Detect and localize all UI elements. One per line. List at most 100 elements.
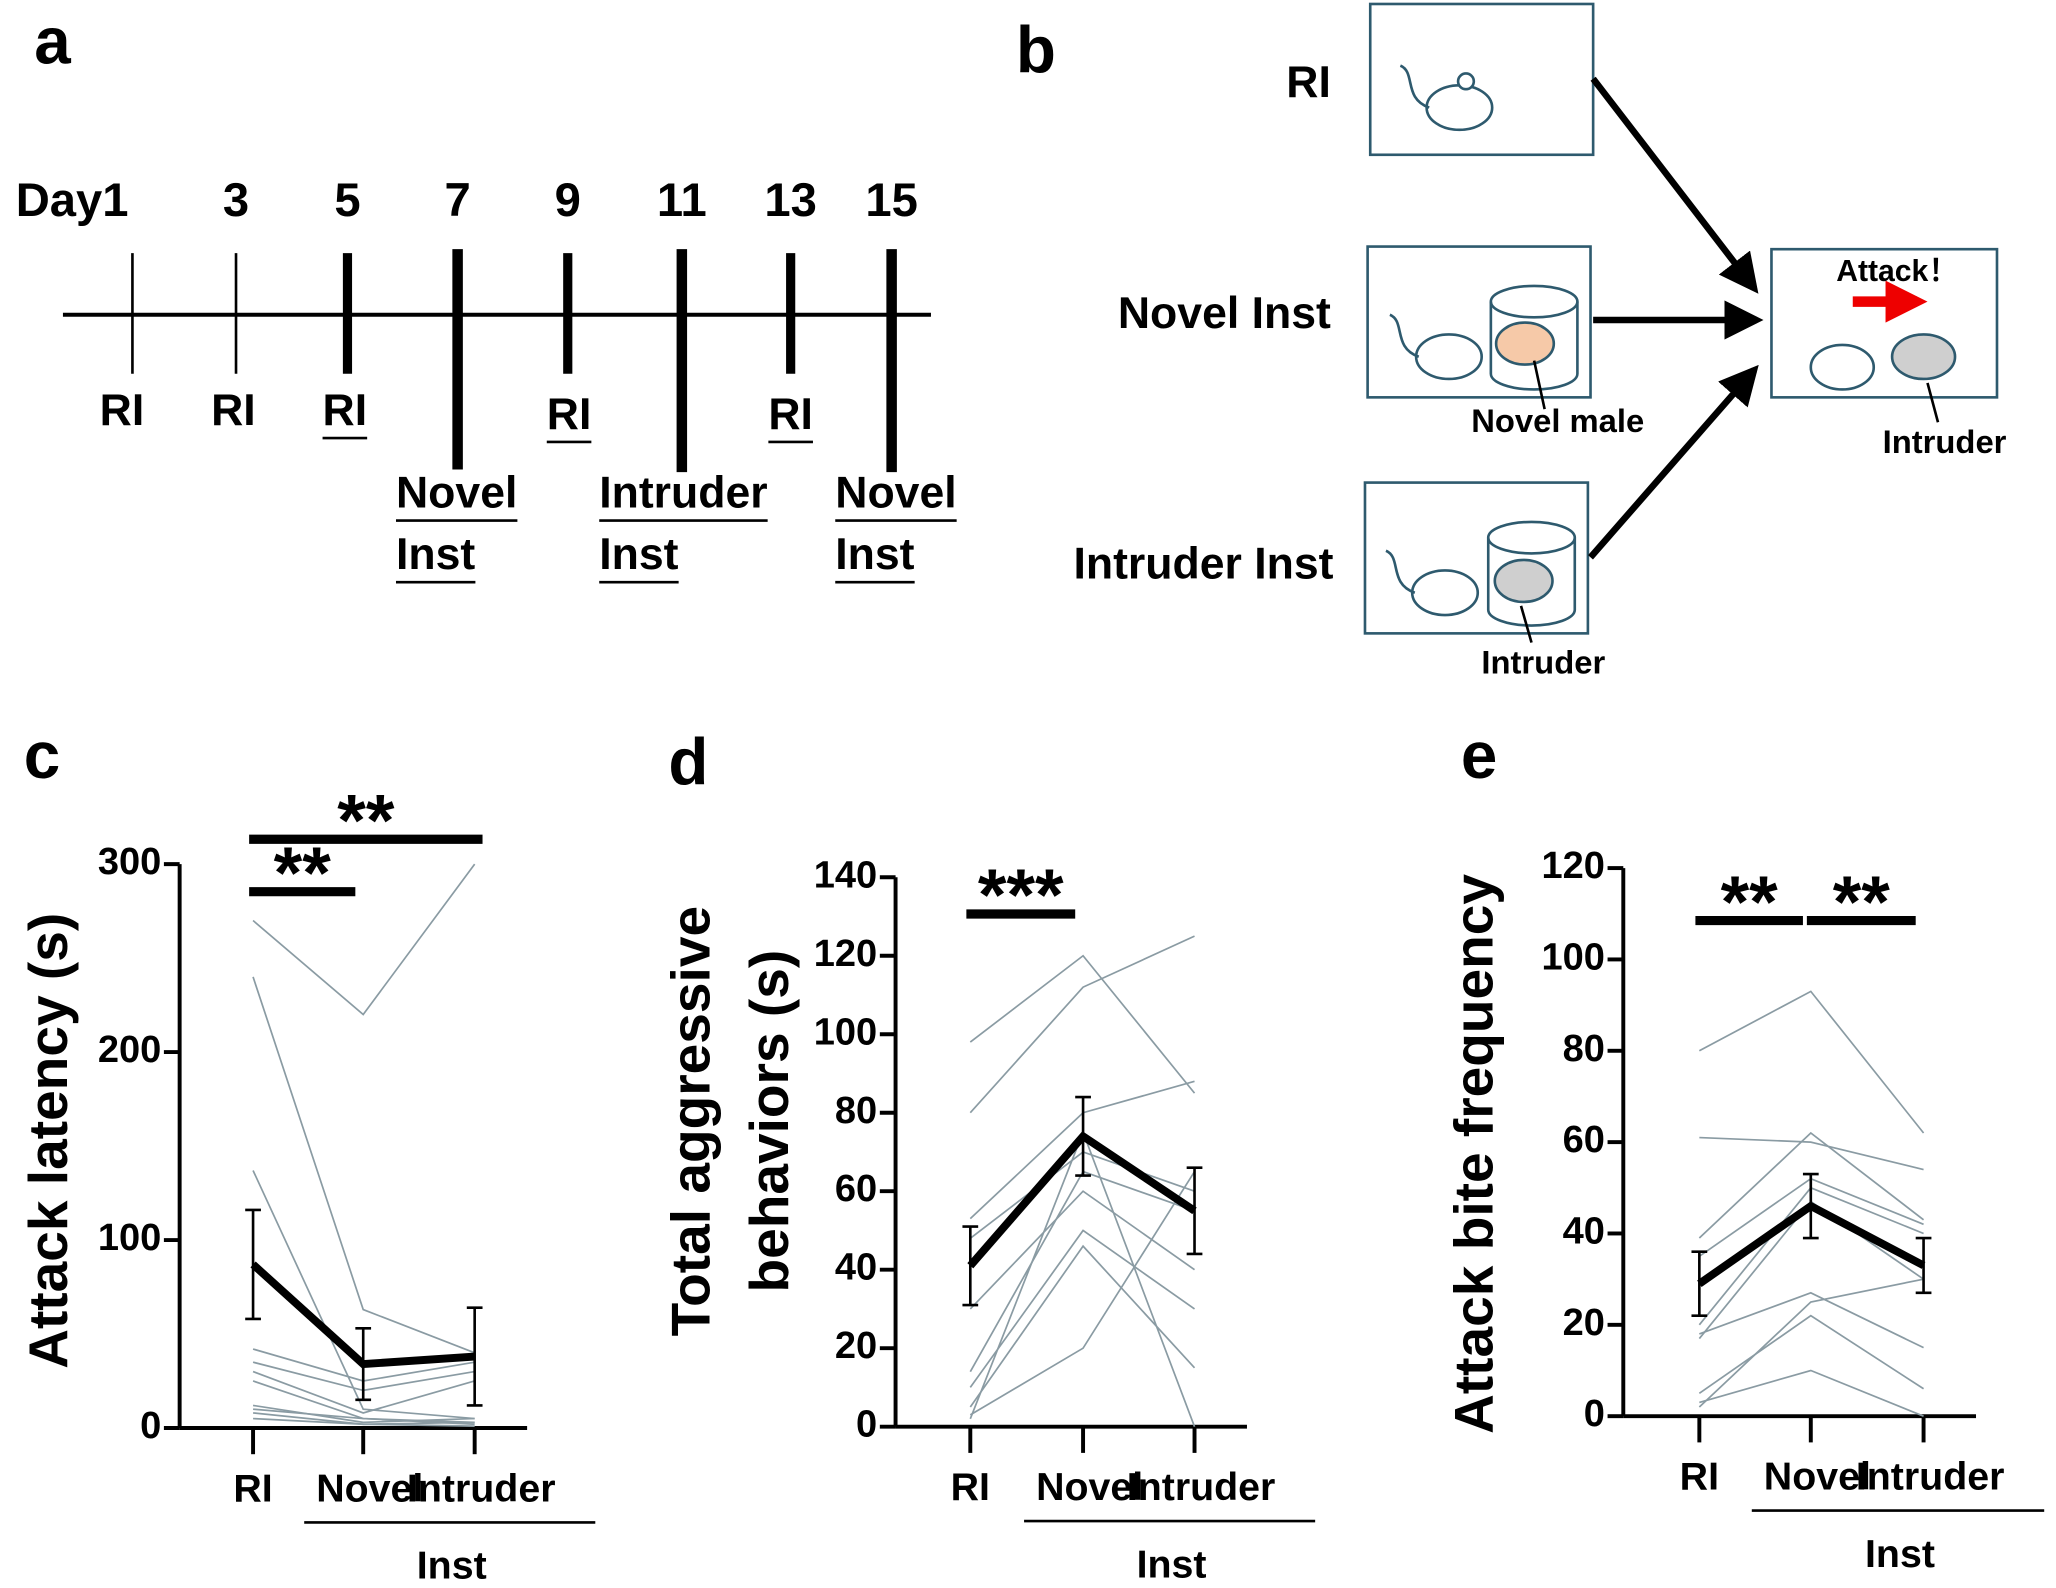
event-label: Inst	[835, 530, 914, 579]
event-label: RI	[211, 386, 256, 435]
y-tick-label: 140	[814, 854, 877, 896]
attack-label: Attack！	[1836, 255, 1958, 288]
mean-line	[1697, 1201, 1926, 1287]
panel-label: e	[1461, 719, 1497, 792]
result-intruder-label: Intruder	[1883, 423, 2007, 460]
y-tick-label: 120	[1542, 845, 1605, 887]
x-tick-label: Intruder	[1127, 1465, 1276, 1509]
event-label: RI	[768, 390, 813, 439]
intruder-label: Intruder	[1481, 644, 1605, 681]
diagram-shapes	[1363, 2, 1999, 643]
event-label: Novel	[835, 468, 956, 517]
y-tick-label: 60	[1563, 1119, 1605, 1161]
mouse	[1425, 83, 1494, 132]
individual-line	[1698, 1131, 1925, 1239]
individual-line	[1699, 1369, 1924, 1417]
individual-line	[1699, 1136, 1924, 1171]
individual-line	[252, 976, 475, 1354]
individual-line	[252, 863, 476, 1016]
panel-label: c	[24, 719, 60, 792]
arrow	[1590, 76, 1759, 294]
panel-label: b	[1016, 13, 1056, 86]
y-tick-label: 40	[1563, 1211, 1605, 1253]
mouse-tail	[1389, 313, 1420, 358]
error-bar	[962, 1225, 979, 1307]
y-tick-label: 80	[1563, 1028, 1605, 1070]
intruder-mouse	[1890, 333, 1957, 381]
y-tick-label: 20	[835, 1325, 877, 1367]
y-tick-label: 0	[140, 1405, 161, 1447]
cylinder	[1489, 301, 1579, 391]
individual-line	[252, 1370, 475, 1414]
mouse-ear	[1456, 72, 1476, 91]
novel-mouse	[1494, 321, 1556, 366]
cylinder-top	[1489, 284, 1579, 319]
event-label: RI	[323, 386, 368, 435]
y-axis-label: Attack bite frequency	[1442, 874, 1504, 1434]
y-tick-label: 20	[1563, 1302, 1605, 1344]
y-axis-label: Total aggressive	[659, 906, 721, 1336]
error-bar	[1691, 1250, 1708, 1318]
day-label: 7	[444, 174, 470, 227]
panel-label: a	[34, 4, 71, 77]
day-label: 15	[865, 174, 918, 227]
individual-line	[1699, 1291, 1924, 1349]
y-tick-label: 200	[98, 1029, 161, 1071]
individual-line	[1698, 990, 1925, 1134]
day-label: 3	[223, 174, 249, 227]
x-tick-label: Intruder	[407, 1466, 556, 1510]
y-axis-label: Attack latency (s)	[17, 913, 79, 1369]
novel-box	[1366, 245, 1592, 399]
y-tick-label: 60	[835, 1168, 877, 1210]
y-tick-label: 120	[814, 933, 877, 975]
event-label: Intruder	[599, 468, 767, 517]
x-tick-label: Novel	[316, 1466, 423, 1510]
day-label: 11	[657, 174, 707, 227]
x-tick-label: Intruder	[1856, 1455, 2005, 1499]
panel-label: d	[668, 725, 708, 798]
condition-label: Novel Inst	[1118, 289, 1331, 338]
individual-line	[969, 1190, 1196, 1310]
x-tick-label: Novel	[1036, 1465, 1143, 1509]
individual-line	[252, 1404, 475, 1424]
event-label: Inst	[599, 530, 678, 579]
y-tick-label: 80	[835, 1090, 877, 1132]
y-tick-label: 40	[835, 1247, 877, 1289]
y-axis-label: behaviors (s)	[738, 950, 800, 1293]
y-tick-label: 0	[1584, 1393, 1605, 1435]
error-bar	[1915, 1236, 1932, 1295]
significance-label: **	[274, 832, 332, 914]
day-label: 9	[555, 174, 581, 227]
individual-line	[1698, 1278, 1924, 1408]
condition-label: Intruder Inst	[1073, 539, 1333, 588]
event-label: Novel	[396, 468, 517, 517]
intruder-box	[1363, 481, 1590, 635]
condition-label: RI	[1286, 58, 1331, 107]
day-label: 13	[764, 174, 817, 227]
event-label: Inst	[396, 530, 475, 579]
arrow	[1588, 364, 1759, 560]
x-tick-label: RI	[1680, 1455, 1719, 1499]
event-label: RI	[100, 386, 145, 435]
group-label: Inst	[1137, 1542, 1207, 1586]
group-label: Inst	[417, 1544, 487, 1588]
y-tick-label: 0	[856, 1404, 877, 1446]
y-tick-label: 100	[814, 1011, 877, 1053]
significance-label: **	[337, 780, 395, 862]
x-tick-label: Novel	[1764, 1455, 1871, 1499]
ri-box	[1368, 2, 1595, 157]
mouse-tail	[1385, 549, 1416, 594]
significance-label: **	[1721, 861, 1779, 943]
pointer	[1519, 360, 1940, 643]
individual-line	[969, 954, 1196, 1094]
result-box	[1770, 247, 1999, 399]
mouse-tail	[1399, 64, 1430, 109]
mean-line	[967, 1131, 1197, 1269]
individual-line	[969, 1171, 1196, 1416]
individual-line	[969, 935, 1195, 1114]
cylinder	[1486, 537, 1577, 627]
mean-line	[250, 1261, 475, 1369]
individual-line	[252, 1170, 475, 1420]
y-tick-label: 300	[98, 841, 161, 883]
cylinder-top	[1486, 520, 1577, 555]
